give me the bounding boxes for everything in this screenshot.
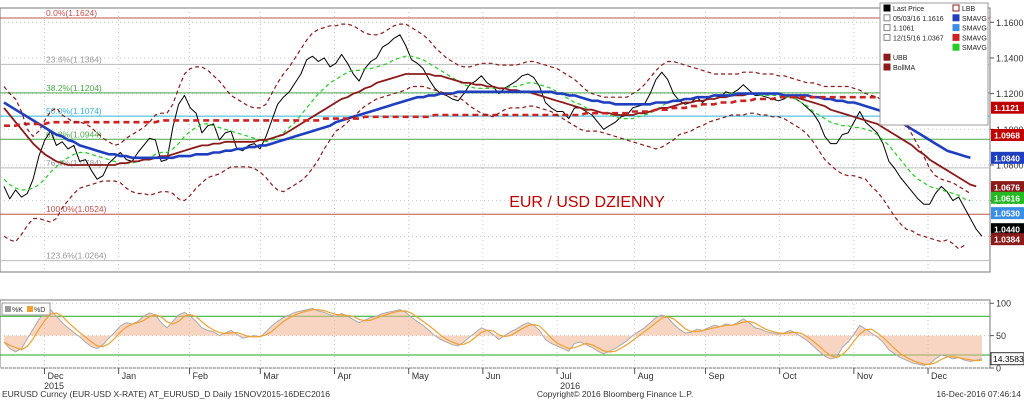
legend-label: SMAVG (962, 45, 987, 52)
fib-level-label: 100.0%(1.0524) (46, 204, 107, 214)
lower-value-badge (990, 352, 1024, 366)
lower-legend-label: %D (34, 307, 45, 314)
lower-panel-frame (0, 299, 991, 369)
y-tick-label: 1.0800 (996, 160, 1024, 170)
stochastic-d-line (3, 309, 983, 366)
price-badge-text: 1.0440 (994, 225, 1020, 235)
lower-legend-swatch (5, 306, 11, 312)
price-badge-text: 1.0840 (994, 153, 1020, 163)
x-tick-label: Nov (857, 371, 874, 381)
y-tick-label: 1.1400 (996, 53, 1024, 63)
price-badge-text: 1.0968 (994, 131, 1020, 141)
legend-swatch (883, 33, 891, 41)
fib-level-label: 76.4%(1.0784) (46, 158, 102, 168)
footer-timestamp: 16-Dec-2016 07:46:14 (936, 389, 1021, 399)
fib-level-label: 61.8%(1.0944) (46, 129, 102, 139)
price-badge (991, 191, 1024, 204)
lower-legend-swatch (27, 306, 33, 312)
legend-label: 05/03/16 1.1616 (893, 16, 944, 23)
main-panel-frame (0, 7, 991, 273)
x-tick-label: Dec (931, 371, 948, 381)
price-badge (991, 223, 1024, 236)
price-badge-text: 1.0530 (994, 209, 1020, 219)
x-tick-label: Oct (783, 371, 798, 381)
legend-swatch (883, 53, 891, 61)
legend-swatch (883, 14, 891, 22)
series-line (3, 55, 971, 202)
footer-source: EURUSD Curncy (EUR-USD X-RATE) AT_EURUSD… (2, 389, 330, 399)
legend-label: SMAVG (962, 26, 987, 33)
lower-y-tick-label: 100 (996, 299, 1011, 309)
lower-y-tick-label: 0 (996, 364, 1001, 374)
fib-level-label: 38.2%(1.1204) (46, 83, 102, 93)
legend-label: SMAVG (962, 16, 987, 23)
series-line (3, 85, 965, 250)
price-badge-text: 1.0616 (994, 193, 1020, 203)
legend-swatch (952, 43, 960, 51)
price-badge (991, 181, 1024, 194)
x-tick-label: Mar (263, 371, 279, 381)
legend-label: BollMA (893, 65, 916, 72)
lower-legend-box (1, 302, 51, 316)
series-line (3, 73, 977, 188)
legend-swatch (952, 24, 960, 32)
legend-swatch (952, 14, 960, 22)
x-tick-label: Feb (192, 371, 208, 381)
stochastic-k-line (3, 307, 983, 366)
legend-swatch (952, 4, 960, 12)
series-line (4, 95, 971, 127)
y-tick-label: 1.1600 (996, 18, 1024, 28)
y-tick-label: 1.1200 (996, 89, 1024, 99)
lower-value-badge-text: 14.3583 (993, 354, 1024, 364)
legend-label: UBB (893, 55, 908, 62)
x-tick-label: Jun (486, 371, 501, 381)
legend-label: 1.1061 (893, 26, 915, 33)
chart-title: EUR / USD DZIENNY (509, 194, 665, 211)
price-badge (991, 207, 1024, 220)
legend-swatch (952, 33, 960, 41)
x-year-label: 2016 (560, 381, 580, 391)
legend-box (879, 2, 989, 126)
fib-level-label: 23.6%(1.1364) (46, 54, 102, 64)
x-year-label: 2015 (44, 381, 64, 391)
price-badge (991, 233, 1024, 246)
lower-y-tick-label: 50 (996, 331, 1006, 341)
fib-level-label: 123.6%(1.0264) (46, 251, 107, 261)
legend-label: 12/15/16 1.0367 (893, 35, 944, 42)
legend-swatch (883, 4, 891, 12)
price-badge-text: 1.0676 (994, 183, 1020, 193)
price-badge-text: 1.1121 (994, 103, 1020, 113)
price-badge-text: 1.0384 (994, 235, 1020, 245)
fib-level-label: 0.0%(1.1624) (46, 8, 97, 18)
x-tick-label: Jan (122, 371, 137, 381)
legend-swatch (883, 24, 891, 32)
x-tick-label: Sep (708, 371, 724, 381)
legend-label: LBB (962, 6, 976, 13)
legend-label: SMAVG (962, 35, 987, 42)
price-badge (991, 101, 1024, 114)
legend-label: Last Price (893, 6, 924, 13)
footer-copyright: Copyright© 2016 Bloomberg Finance L.P. (537, 389, 693, 399)
price-badge (991, 151, 1024, 164)
price-badge (991, 129, 1024, 142)
fib-level-label: 50.0%(1.1074) (46, 106, 102, 116)
legend-swatch (883, 63, 891, 71)
x-tick-label: Aug (638, 371, 654, 381)
x-tick-label: Apr (337, 371, 351, 381)
x-tick-label: Dec (47, 371, 64, 381)
series-line (3, 90, 971, 160)
x-tick-label: Jul (560, 371, 572, 381)
x-tick-label: May (412, 371, 430, 381)
lower-legend-label: %K (12, 307, 23, 314)
